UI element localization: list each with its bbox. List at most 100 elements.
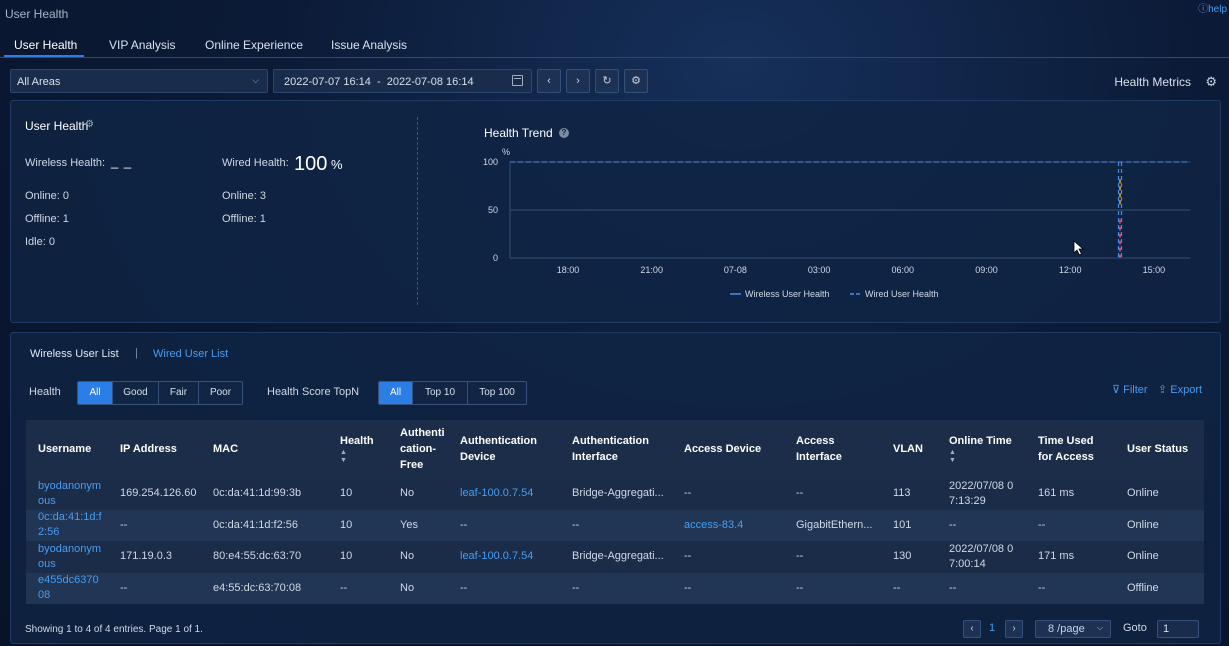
- time-used-cell: 161 ms: [1026, 478, 1115, 510]
- auth-free-cell: No: [388, 572, 448, 604]
- table-header-row: Username IP Address MAC Health ▲ ▼ Authent…: [26, 420, 1204, 478]
- user-status-cell: Online: [1115, 509, 1204, 541]
- tab-online-experience[interactable]: Online Experience: [205, 38, 304, 52]
- user-status-cell: Online: [1115, 541, 1204, 573]
- col-auth-interface: Authentication Interface: [560, 420, 672, 478]
- table-row: byodanonymous 169.254.126.60 0c:da:41:1d…: [26, 478, 1204, 510]
- username-link[interactable]: byodanonymous: [26, 541, 108, 573]
- access-device-cell: --: [672, 478, 784, 510]
- auth-free-cell: No: [388, 541, 448, 573]
- health-cell: --: [328, 572, 388, 604]
- col-online-time[interactable]: Online Time ▲ ▼: [937, 420, 1026, 478]
- gear-icon[interactable]: ⚙: [1205, 74, 1217, 89]
- col-health[interactable]: Health ▲ ▼: [328, 420, 388, 478]
- ip-address-cell: 171.19.0.3: [108, 541, 201, 573]
- col-user-status: User Status: [1115, 420, 1204, 478]
- access-device-link[interactable]: access-83.4: [672, 509, 784, 541]
- online-time-cell: --: [937, 509, 1026, 541]
- username-link[interactable]: 0c:da:41:1d:f2:56: [26, 509, 108, 541]
- auth-interface-cell: --: [560, 572, 672, 604]
- gear-icon[interactable]: ⚙: [85, 119, 94, 130]
- filter-button[interactable]: ⊽ Filter: [1112, 383, 1148, 396]
- gear-icon: ⚙: [631, 75, 641, 87]
- user-status-cell: Offline: [1115, 572, 1204, 604]
- table-row: e455dc637008 -- e4:55:dc:63:70:08 -- No …: [26, 572, 1204, 604]
- mac-cell: 0c:da:41:1d:99:3b: [201, 478, 328, 510]
- tab-wireless-user-list[interactable]: Wireless User List: [30, 348, 119, 360]
- table-row: 0c:da:41:1d:f2:56 -- 0c:da:41:1d:f2:56 1…: [26, 509, 1204, 541]
- question-icon[interactable]: ?: [559, 128, 569, 138]
- page-size-select[interactable]: 8 /page ⌵: [1035, 620, 1111, 638]
- online-time-cell: 2022/07/08 07:13:29: [937, 478, 1026, 510]
- access-interface-cell: GigabitEthern...: [784, 509, 881, 541]
- prev-period-button[interactable]: ‹: [537, 69, 561, 93]
- auth-device-cell: --: [448, 572, 560, 604]
- access-interface-cell: --: [784, 541, 881, 573]
- health-trend-title: Health Trend: [484, 126, 553, 140]
- auth-device-link[interactable]: leaf-100.0.7.54: [448, 541, 560, 573]
- wireless-health-label: Wireless Health:: [25, 157, 106, 169]
- time-used-cell: --: [1026, 509, 1115, 541]
- export-label: Export: [1170, 384, 1203, 396]
- date-range-picker[interactable]: 2022-07-07 16:14 - 2022-07-08 16:14: [273, 69, 532, 93]
- current-page[interactable]: 1: [989, 622, 996, 634]
- tab-wired-user-list[interactable]: Wired User List: [153, 348, 229, 360]
- health-filter-poor[interactable]: Poor: [199, 382, 242, 404]
- topn-filter-all[interactable]: All: [379, 382, 413, 404]
- legend-label: Wireless User Health: [745, 289, 830, 299]
- wired-user-table: Username IP Address MAC Health ▲ ▼ Authent…: [26, 420, 1204, 604]
- health-cell: 10: [328, 478, 388, 510]
- pagination-summary: Showing 1 to 4 of 4 entries. Page 1 of 1…: [25, 624, 203, 635]
- tab-vip-analysis[interactable]: VIP Analysis: [109, 38, 176, 52]
- y-axis-unit: %: [502, 147, 510, 157]
- username-link[interactable]: byodanonymous: [26, 478, 108, 510]
- health-overview-panel: [10, 100, 1221, 323]
- health-filter-fair[interactable]: Fair: [159, 382, 199, 404]
- main-tabs: User Health VIP Analysis Online Experien…: [0, 34, 1229, 58]
- col-vlan: VLAN: [881, 420, 937, 478]
- auth-device-link[interactable]: leaf-100.0.7.54: [448, 478, 560, 510]
- vlan-cell: 101: [881, 509, 937, 541]
- sort-icon[interactable]: ▲ ▼: [949, 449, 956, 464]
- page-title: User Health: [5, 7, 69, 21]
- vlan-cell: --: [881, 572, 937, 604]
- next-page-button[interactable]: ›: [1005, 620, 1023, 638]
- wired-online-count: Online: 3: [222, 190, 267, 202]
- x-tick-label: 21:00: [640, 265, 663, 275]
- auth-interface-cell: Bridge-Aggregati...: [560, 541, 672, 573]
- access-device-cell: --: [672, 572, 784, 604]
- time-used-cell: --: [1026, 572, 1115, 604]
- username-link[interactable]: e455dc637008: [26, 572, 108, 604]
- settings-button[interactable]: ⚙: [624, 69, 648, 93]
- topn-filter-group: All Top 10 Top 100: [378, 381, 527, 405]
- x-tick-label: 12:00: [1059, 265, 1082, 275]
- goto-label: Goto: [1123, 622, 1147, 634]
- tab-user-health[interactable]: User Health: [14, 38, 78, 52]
- y-tick-label: 100: [483, 157, 498, 167]
- help-label: help: [1208, 4, 1227, 15]
- topn-filter-top100[interactable]: Top 100: [468, 382, 526, 404]
- health-filter-good[interactable]: Good: [113, 382, 159, 404]
- health-cell: 10: [328, 509, 388, 541]
- mac-cell: 80:e4:55:dc:63:70: [201, 541, 328, 573]
- wired-health-value: 100: [294, 153, 328, 175]
- time-used-cell: 171 ms: [1026, 541, 1115, 573]
- health-filter-all[interactable]: All: [78, 382, 113, 404]
- next-period-button[interactable]: ›: [566, 69, 590, 93]
- export-button[interactable]: ⇪ Export: [1158, 383, 1202, 396]
- x-tick-label: 15:00: [1143, 265, 1166, 275]
- active-tab-indicator: [4, 55, 84, 57]
- x-tick-label: 03:00: [808, 265, 831, 275]
- help-link[interactable]: ⓘhelp: [1198, 0, 1227, 15]
- tab-issue-analysis[interactable]: Issue Analysis: [331, 38, 408, 52]
- topn-filter-top10[interactable]: Top 10: [413, 382, 468, 404]
- sort-icon[interactable]: ▲ ▼: [340, 449, 347, 464]
- area-select[interactable]: All Areas ⌵: [10, 69, 268, 93]
- prev-page-button[interactable]: ‹: [963, 620, 981, 638]
- refresh-button[interactable]: ↻: [595, 69, 619, 93]
- wired-health-unit: %: [331, 157, 343, 172]
- user-status-cell: Online: [1115, 478, 1204, 510]
- health-metrics-link[interactable]: Health Metrics: [1114, 75, 1191, 89]
- wired-health-label: Wired Health:: [222, 157, 289, 169]
- goto-page-input[interactable]: 1: [1157, 620, 1199, 638]
